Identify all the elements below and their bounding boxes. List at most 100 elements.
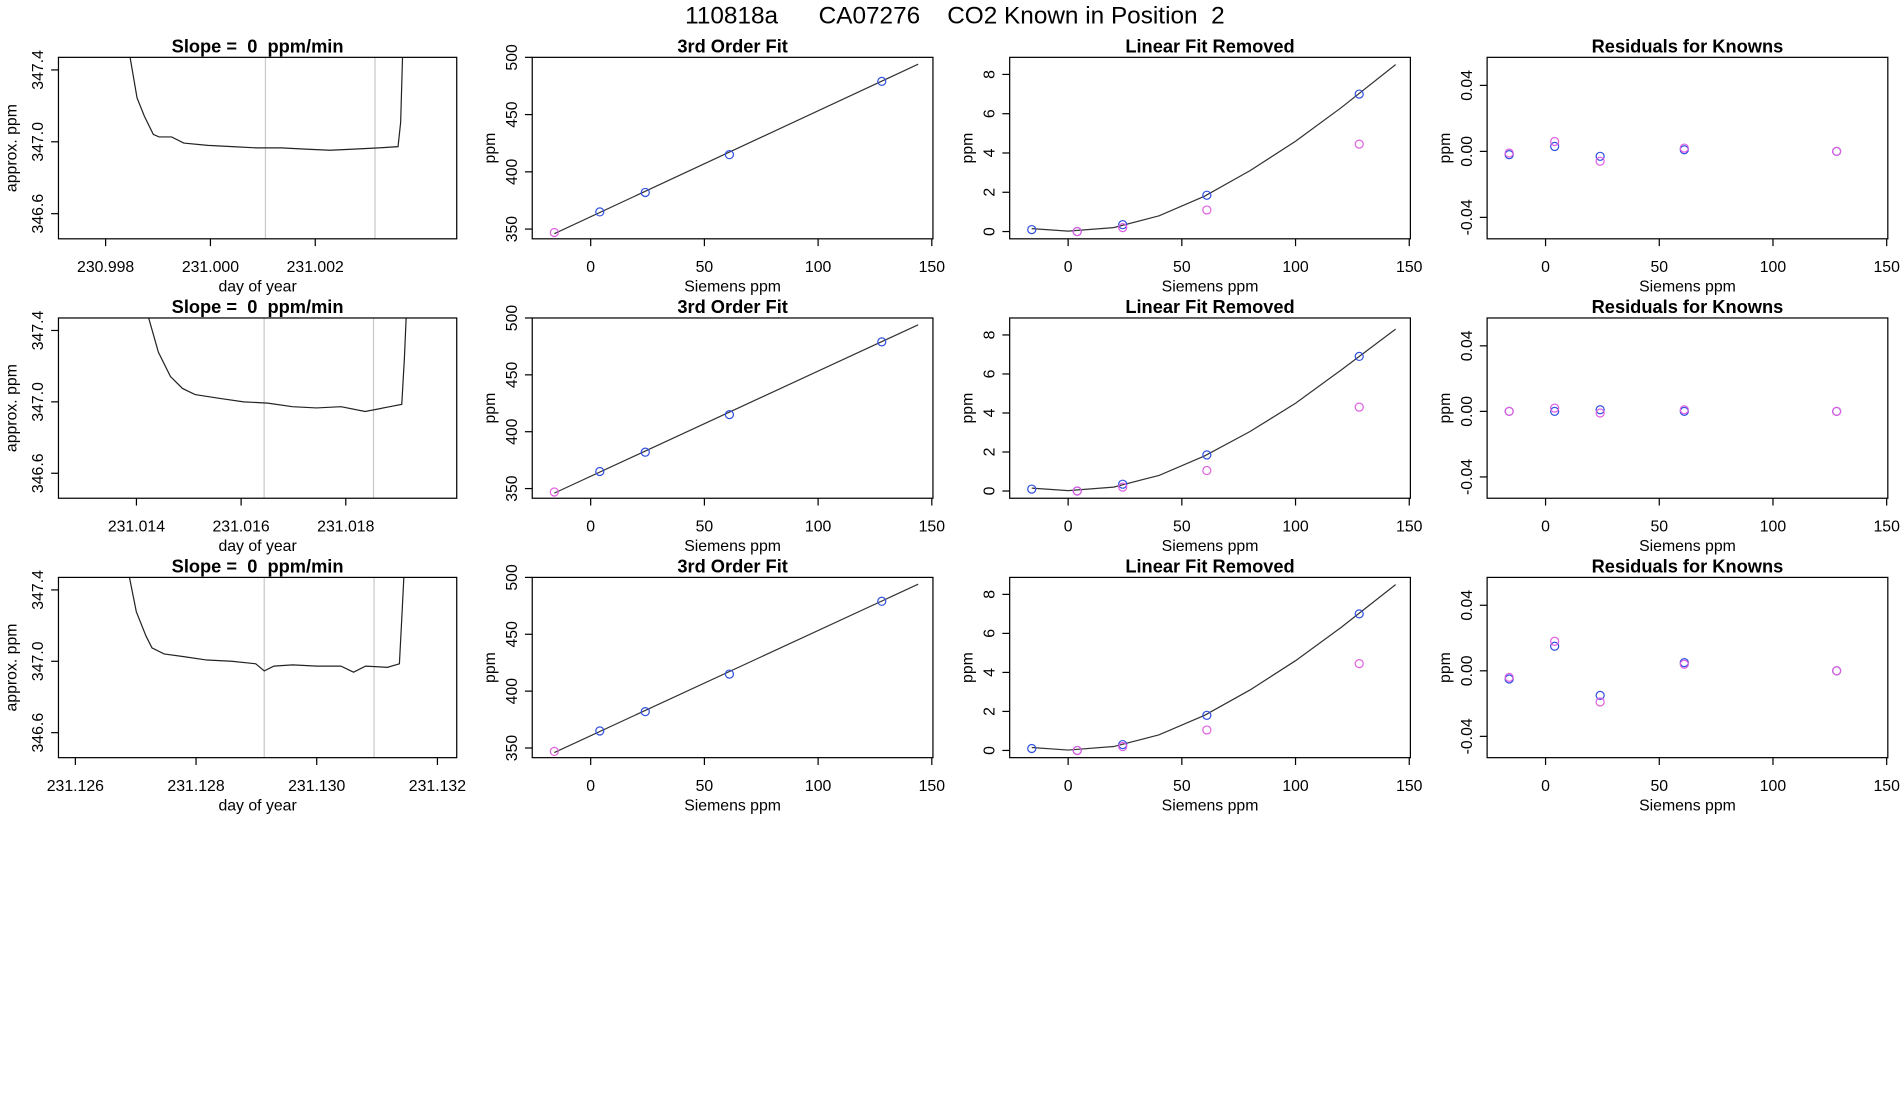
y-tick-label: 500 [504, 564, 521, 591]
y-tick-label: 347.0 [30, 641, 47, 681]
x-tick-label: 100 [1282, 519, 1309, 536]
point [1550, 403, 1560, 413]
point [1118, 741, 1128, 752]
panel: 3rd Order Fit Siemens ppm ppm 0 50 100 150 350 4… [482, 35, 945, 295]
point [640, 706, 650, 717]
x-tick-label: 50 [696, 519, 714, 536]
plot-area [1504, 136, 1842, 166]
y-tick-label: 0 [981, 746, 998, 755]
panel: Linear Fit Removed Siemens ppm ppm 0 50 100 15… [959, 35, 1422, 295]
x-tick-label: 150 [919, 778, 946, 795]
x-axis-label: Siemens ppm [1162, 279, 1259, 296]
y-tick-label: 8 [981, 330, 998, 339]
point [1118, 222, 1128, 233]
panel: 3rd Order Fit Siemens ppm ppm 0 50 100 150 350 4… [482, 296, 945, 555]
point [595, 207, 605, 217]
x-tick-label: 0 [1064, 778, 1073, 795]
point [1354, 609, 1364, 619]
point [1027, 743, 1037, 754]
y-tick-label: -0.04 [1459, 199, 1476, 235]
panel-title: Linear Fit Removed [1125, 35, 1294, 56]
y-tick-label: 400 [504, 418, 521, 445]
y-tick-label: 500 [504, 305, 521, 332]
point [1072, 486, 1082, 496]
y-tick-label: 8 [981, 70, 998, 79]
x-tick-label: 231.000 [182, 259, 239, 276]
x-tick-label: 100 [805, 519, 832, 536]
point [1550, 406, 1560, 417]
plot-area [128, 577, 405, 758]
y-axis-label: ppm [1437, 652, 1454, 683]
panel-title: 3rd Order Fit [677, 296, 788, 317]
plot-frame [531, 56, 934, 240]
fit-line [1031, 584, 1396, 751]
x-tick-label: 50 [696, 778, 714, 795]
fit-line [1031, 328, 1396, 492]
point [1354, 659, 1364, 669]
plot-area [549, 324, 919, 497]
x-axis-label: day of year [218, 538, 297, 555]
x-tick-label: 100 [1282, 259, 1309, 276]
y-tick-label: 347.0 [30, 382, 47, 422]
y-tick-label: 400 [504, 158, 521, 185]
x-tick-label: 0 [1541, 259, 1550, 276]
plot-frame [1486, 56, 1889, 240]
y-tick-label: 0.04 [1459, 590, 1476, 621]
x-tick-label: 150 [1873, 778, 1900, 795]
x-tick-label: 150 [919, 519, 946, 536]
fit-line [554, 63, 919, 235]
plot-area [148, 317, 407, 499]
x-tick-label: 50 [1173, 519, 1191, 536]
panel-title: Slope = 0 ppm/min [172, 35, 344, 56]
point [1504, 672, 1514, 682]
point [1550, 141, 1560, 152]
x-tick-label: 100 [1760, 259, 1787, 276]
x-tick-label: 0 [1541, 519, 1550, 536]
y-tick-label: 4 [981, 408, 998, 417]
plot-area [549, 583, 919, 757]
x-axis-label: day of year [218, 798, 297, 815]
x-tick-label: 150 [1396, 259, 1423, 276]
y-axis-label: ppm [482, 652, 499, 683]
point [1354, 89, 1364, 99]
fit-line [554, 583, 919, 754]
point [1118, 482, 1128, 492]
point [1202, 190, 1212, 200]
x-axis-label: Siemens ppm [1639, 538, 1736, 555]
y-axis-label: approx. ppm [3, 104, 20, 192]
y-tick-label: 0 [981, 227, 998, 236]
plot-frame [531, 576, 934, 759]
point [1679, 405, 1689, 415]
x-tick-label: 231.128 [167, 778, 224, 795]
panel-title: Linear Fit Removed [1125, 555, 1294, 576]
x-tick-label: 150 [1873, 259, 1900, 276]
y-tick-label: 6 [981, 629, 998, 638]
point [1504, 148, 1514, 158]
y-axis-label: approx. ppm [3, 624, 20, 712]
x-axis-label: Siemens ppm [1639, 279, 1736, 296]
x-tick-label: 50 [1173, 259, 1191, 276]
panel-title: Residuals for Knowns [1592, 555, 1784, 576]
page-title: 110818a CA07276 CO2 Known in Position 2 [685, 3, 1225, 30]
x-axis-label: day of year [218, 279, 297, 296]
y-axis-label: ppm [959, 652, 976, 683]
plot-area [549, 63, 919, 238]
x-axis-label: Siemens ppm [684, 279, 781, 296]
point [877, 596, 887, 606]
point [549, 746, 559, 757]
trace-line [129, 57, 404, 151]
point [1354, 351, 1364, 362]
point [1354, 139, 1364, 149]
y-axis-label: ppm [959, 133, 976, 164]
point [1202, 205, 1212, 215]
x-tick-label: 100 [1760, 519, 1787, 536]
point [877, 337, 887, 347]
x-tick-label: 50 [696, 259, 714, 276]
plot-frame [57, 317, 458, 499]
panel: Slope = 0 ppm/min day of year approx. ppm 2… [3, 555, 466, 814]
point [1679, 143, 1689, 153]
y-tick-label: 2 [981, 448, 998, 457]
x-tick-label: 231.016 [213, 519, 270, 536]
y-tick-label: 450 [504, 101, 521, 128]
point [724, 669, 735, 679]
